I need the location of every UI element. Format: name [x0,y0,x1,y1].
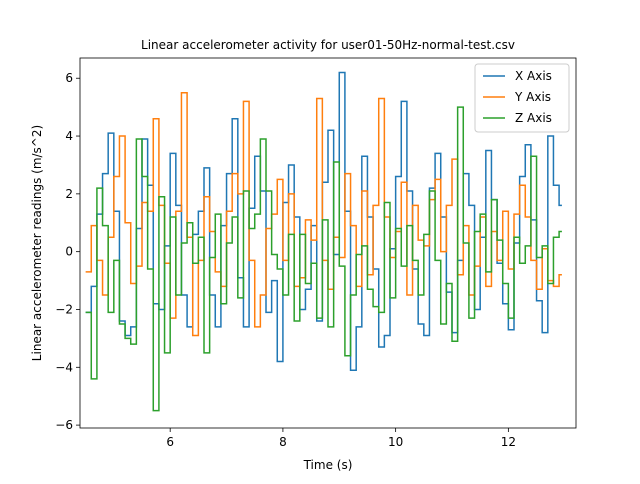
plot-area [85,71,562,412]
y-axis-ticks: −6 −4 −2 0 2 4 6 [55,71,80,432]
x-axis-ticks: 6 8 10 12 [166,428,516,449]
x-tick-label: 6 [166,435,174,449]
legend-label: Y Axis [514,90,551,104]
x-tick-label: 12 [501,435,516,449]
legend: X Axis Y Axis Z Axis [474,63,570,133]
y-tick-label: −4 [55,360,73,374]
x-tick-label: 10 [388,435,403,449]
y-tick-label: 4 [65,129,73,143]
axes-frame [79,57,577,429]
legend-box [474,63,570,133]
x-axis-label: Time (s) [303,458,353,472]
x-tick-label: 8 [279,435,287,449]
y-axis-label: Linear accelerometer readings (m/s^2) [30,125,44,361]
y-tick-label: 0 [65,245,73,259]
y-tick-label: 6 [65,71,73,85]
legend-label: X Axis [515,69,552,83]
chart-title: Linear accelerometer activity for user01… [141,38,515,52]
y-tick-label: −2 [55,302,73,316]
y-tick-label: 2 [65,187,73,201]
legend-label: Z Axis [515,111,552,125]
series-line-z-axis [85,106,562,412]
series-line-x-axis [85,71,562,371]
series-line-y-axis [85,91,562,337]
y-tick-label: −6 [55,418,73,432]
